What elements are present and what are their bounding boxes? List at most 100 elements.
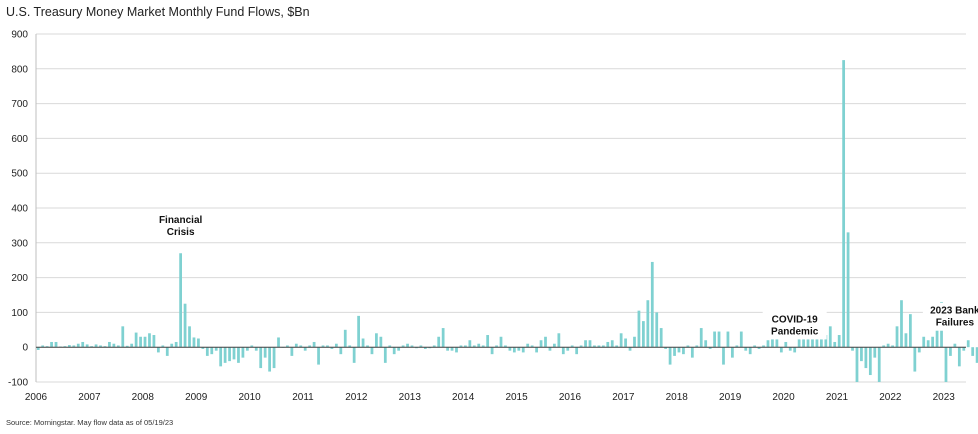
bar [326,345,329,348]
bar [868,347,872,376]
bar [165,347,169,356]
bar [464,345,467,348]
bar [922,336,926,348]
bar [971,347,975,356]
bar [299,345,303,348]
bar [699,328,703,348]
x-tick-label: 2009 [185,392,208,403]
bar [263,347,267,358]
bar [197,338,200,348]
bar [423,347,427,349]
bar [303,347,307,351]
y-tick-label: 200 [11,273,28,284]
bar [156,347,160,353]
bar [36,347,40,350]
bar [610,340,614,348]
bar [628,347,632,351]
bar [957,347,961,367]
bar [642,321,645,348]
bar [748,347,752,355]
bar [842,60,846,348]
bar [188,326,191,348]
bar [245,347,249,351]
x-tick-label: 2015 [505,392,528,403]
bar [512,347,516,353]
bar [201,347,205,349]
bar [606,341,610,348]
bar [121,326,125,348]
bar [339,347,343,355]
bar [81,341,85,348]
bar [731,347,734,358]
bar [41,345,45,348]
bar [779,347,783,353]
x-tick-label: 2020 [772,392,795,403]
y-tick-label: 0 [22,343,28,354]
bar [112,343,116,348]
bar [179,253,182,348]
bar [650,261,654,348]
bar [633,336,636,348]
bar [913,347,917,372]
bar [468,340,472,348]
bar [646,300,650,348]
bar [735,345,739,348]
bar [490,347,494,355]
x-tick-label: 2010 [238,392,261,403]
bar [900,300,903,348]
bar [597,345,601,348]
bar [757,347,761,349]
bar [495,345,498,348]
bar [873,347,877,358]
bar [624,338,627,348]
source-note: Source: Morningstar. May flow data as of… [6,418,174,427]
x-tick-label: 2013 [399,392,422,403]
bar [366,345,369,348]
x-tick-label: 2019 [719,392,742,403]
bar [535,347,538,353]
bar [90,346,93,348]
bar [254,347,258,351]
bar [837,335,841,348]
bar [548,347,552,351]
bar [379,336,383,348]
bar [935,317,939,348]
bar [272,347,276,369]
bar [441,328,445,348]
annotation-label: Failures [936,318,975,329]
annotation-label: Pandemic [771,326,819,337]
x-tick-label: 2022 [879,392,902,403]
bar [557,333,561,348]
bar [508,347,512,351]
bar [962,347,966,351]
bar [143,336,147,348]
bar [975,347,978,363]
x-tick-label: 2012 [345,392,368,403]
bar [357,315,360,348]
bar [504,345,507,348]
bar [214,347,218,351]
bar [250,345,254,348]
bar [415,347,418,349]
y-tick-label: 400 [11,204,28,215]
bar [148,333,151,348]
bar [99,345,102,348]
bar [432,345,436,348]
annotation-label: COVID-19 [772,314,819,325]
bar [526,343,530,348]
bar [450,347,454,351]
bar [375,333,378,348]
bar [232,347,236,360]
bar [882,345,886,348]
bar [521,347,525,353]
bar [553,343,556,348]
x-tick-label: 2008 [132,392,155,403]
bar [334,343,338,348]
bar [566,347,570,351]
bar [472,345,476,348]
annotation-bg [148,212,213,241]
chart-title: U.S. Treasury Money Market Monthly Fund … [6,5,310,19]
bar [917,347,921,353]
bar [619,333,623,348]
